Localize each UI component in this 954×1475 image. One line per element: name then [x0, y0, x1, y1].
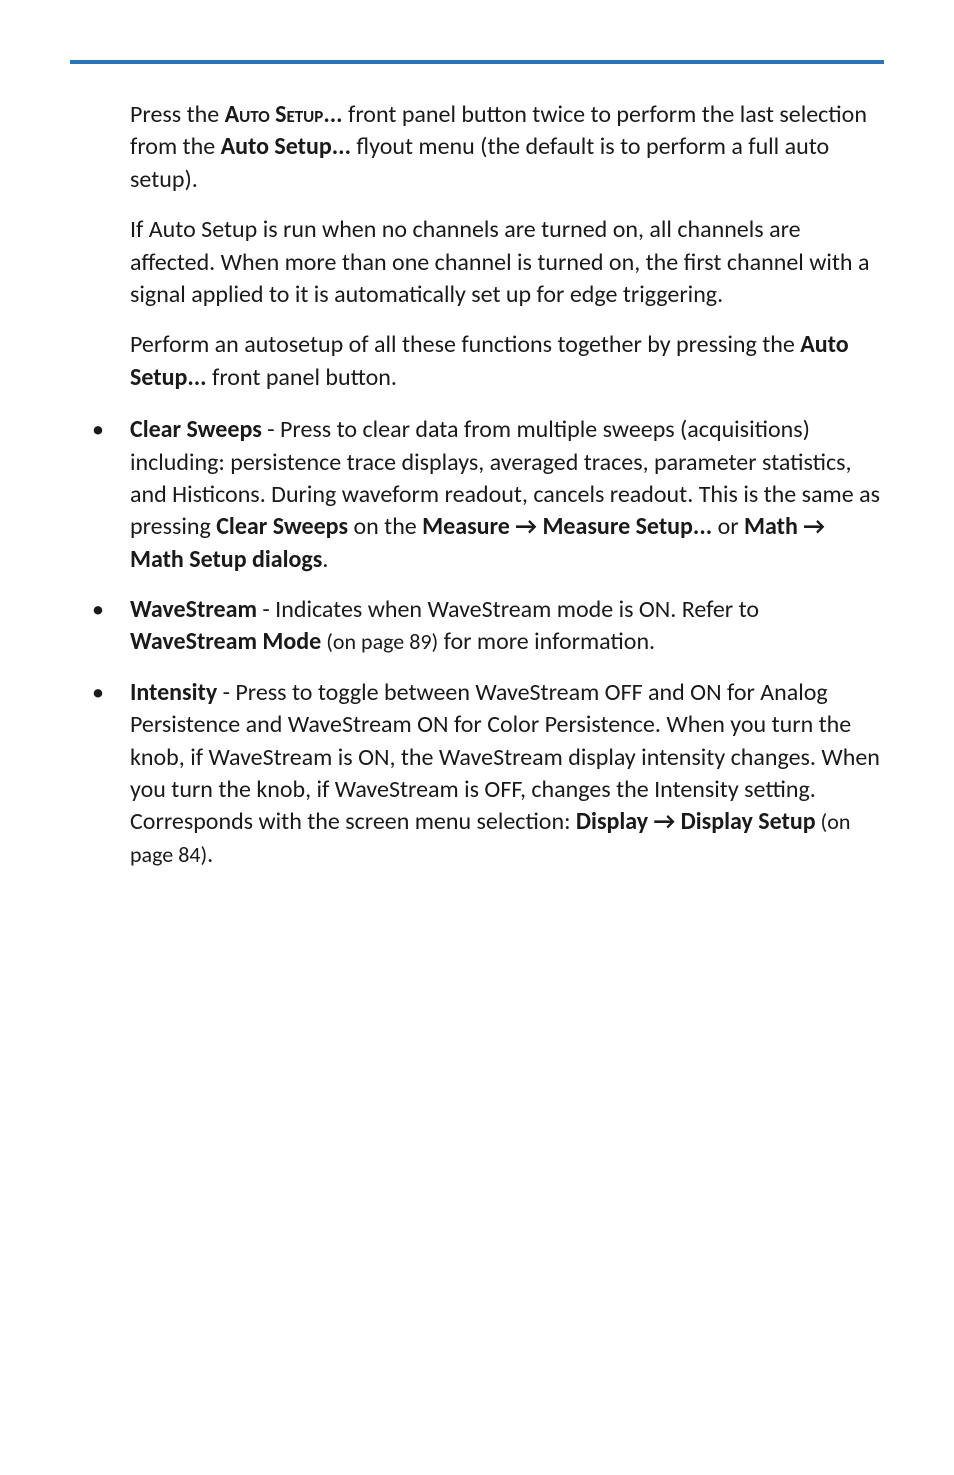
text-fragment: - Indicates when WaveStream mode is ON. …	[257, 595, 759, 624]
auto-setup-bold: Auto Setup...	[221, 132, 351, 161]
bold-text: WaveStream Mode	[130, 627, 321, 656]
bold-text: Display → Display Setup	[576, 807, 816, 836]
intro-para-3: Perform an autosetup of all these functi…	[130, 329, 884, 394]
text-fragment: or	[712, 512, 744, 541]
bullet-title: Intensity	[130, 678, 217, 707]
intro-para-2: If Auto Setup is run when no channels ar…	[130, 214, 884, 311]
bullet-intensity: Intensity - Press to toggle between Wave…	[70, 677, 884, 871]
divider-line	[70, 60, 884, 64]
text-fragment: Perform an autosetup of all these functi…	[130, 330, 800, 359]
bold-text: Clear Sweeps	[216, 512, 348, 541]
bullet-wavestream: WaveStream - Indicates when WaveStream m…	[70, 594, 884, 659]
text-fragment: Press the	[130, 100, 225, 129]
text-fragment: .	[322, 545, 328, 574]
bullet-title: WaveStream	[130, 595, 257, 624]
text-fragment: .	[207, 840, 213, 869]
intro-section: Press the Auto Setup... front panel butt…	[130, 99, 884, 394]
intro-para-1: Press the Auto Setup... front panel butt…	[130, 99, 884, 196]
bullet-title: Clear Sweeps	[130, 415, 262, 444]
bold-text: Measure → Measure Setup...	[422, 512, 712, 541]
text-fragment: on the	[348, 512, 422, 541]
text-fragment: for more information.	[438, 627, 655, 656]
bullet-list: Clear Sweeps - Press to clear data from …	[70, 414, 884, 871]
text-fragment: front panel button.	[207, 363, 397, 392]
auto-setup-label: Auto Setup...	[225, 100, 343, 129]
bullet-clear-sweeps: Clear Sweeps - Press to clear data from …	[70, 414, 884, 576]
page-ref: (on page 89)	[321, 628, 438, 655]
